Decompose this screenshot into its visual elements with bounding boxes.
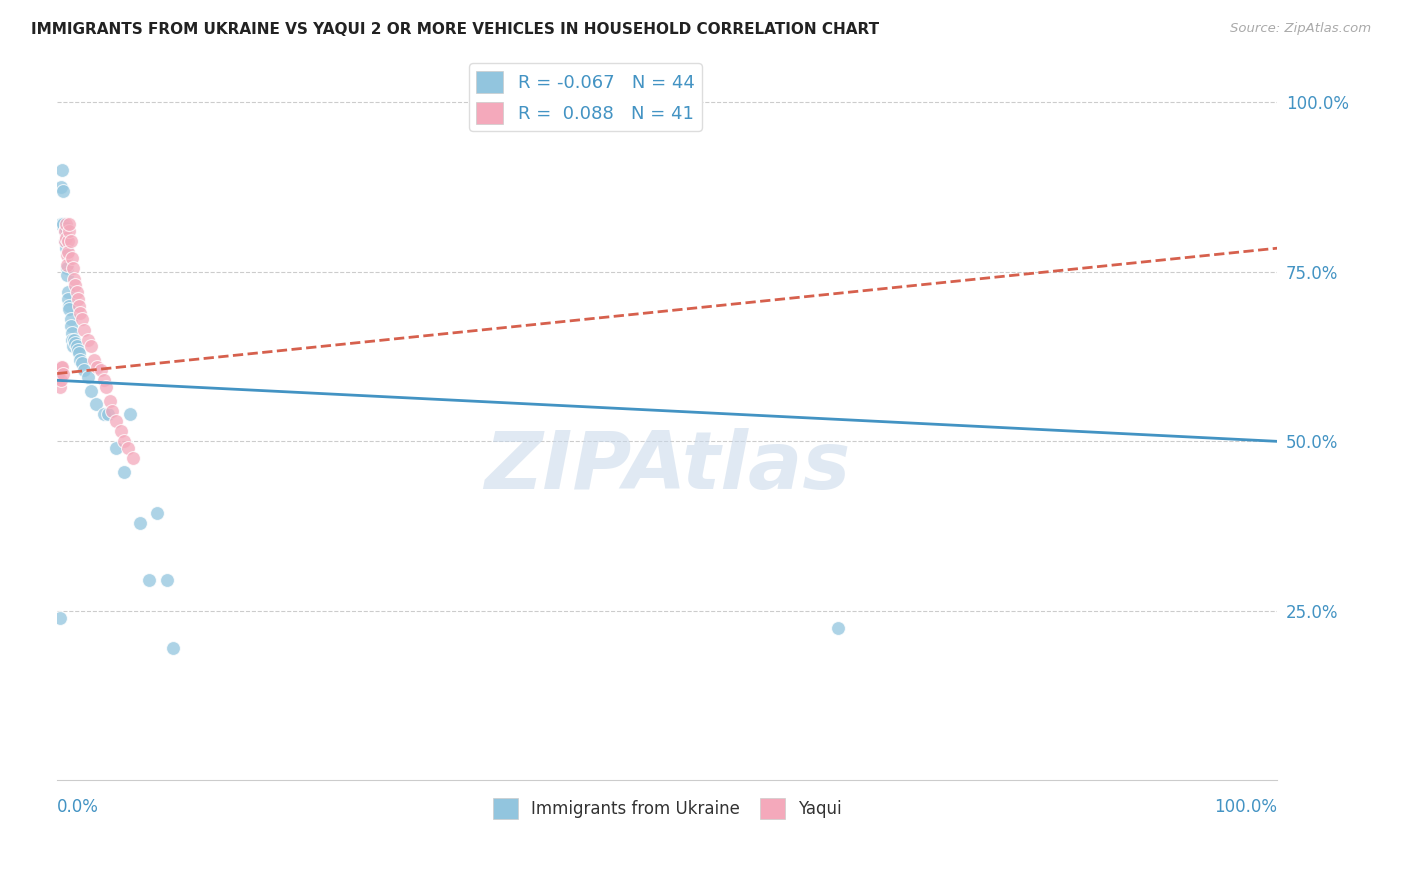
Point — [55, 231, 77, 245]
Point — [94, 380, 117, 394]
Point — [66, 292, 89, 306]
Point — [120, 407, 142, 421]
Point — [59, 235, 82, 249]
Point — [63, 271, 86, 285]
Point — [59, 319, 82, 334]
Point — [112, 465, 135, 479]
Point — [83, 353, 105, 368]
Point — [56, 285, 79, 300]
Point — [58, 224, 80, 238]
Point — [58, 302, 80, 317]
Point — [70, 356, 93, 370]
Point — [55, 241, 77, 255]
Text: Source: ZipAtlas.com: Source: ZipAtlas.com — [1230, 22, 1371, 36]
Point — [121, 451, 143, 466]
Point — [56, 244, 79, 259]
Point — [59, 312, 82, 326]
Point — [101, 404, 124, 418]
Point — [827, 621, 849, 635]
Point — [56, 292, 79, 306]
Point — [146, 506, 169, 520]
Text: IMMIGRANTS FROM UKRAINE VS YAQUI 2 OR MORE VEHICLES IN HOUSEHOLD CORRELATION CHA: IMMIGRANTS FROM UKRAINE VS YAQUI 2 OR MO… — [31, 22, 879, 37]
Point — [56, 268, 79, 283]
Point — [104, 441, 127, 455]
Point — [73, 363, 96, 377]
Point — [58, 299, 80, 313]
Point — [60, 326, 83, 340]
Point — [62, 261, 84, 276]
Point — [60, 333, 83, 347]
Point — [80, 339, 103, 353]
Legend: Immigrants from Ukraine, Yaqui: Immigrants from Ukraine, Yaqui — [486, 792, 849, 825]
Point — [65, 278, 87, 293]
Point — [138, 574, 160, 588]
Point — [49, 180, 72, 194]
Text: ZIPAtlas: ZIPAtlas — [484, 428, 851, 506]
Point — [93, 407, 115, 421]
Point — [56, 261, 79, 276]
Point — [48, 380, 70, 394]
Point — [110, 424, 132, 438]
Point — [67, 299, 90, 313]
Point — [58, 218, 80, 232]
Point — [69, 305, 91, 319]
Point — [55, 220, 77, 235]
Point — [73, 322, 96, 336]
Text: 0.0%: 0.0% — [58, 798, 98, 816]
Point — [52, 184, 75, 198]
Point — [93, 373, 115, 387]
Point — [66, 343, 89, 357]
Point — [48, 610, 70, 624]
Point — [80, 384, 103, 398]
Point — [97, 407, 120, 421]
Point — [53, 235, 76, 249]
Point — [53, 235, 76, 249]
Point — [63, 333, 86, 347]
Point — [48, 370, 70, 384]
Point — [98, 393, 121, 408]
Point — [52, 218, 75, 232]
Point — [162, 641, 184, 656]
Point — [48, 367, 70, 381]
Text: 100.0%: 100.0% — [1215, 798, 1278, 816]
Point — [69, 353, 91, 368]
Point — [56, 258, 79, 272]
Point — [56, 235, 79, 249]
Point — [52, 367, 75, 381]
Point — [129, 516, 152, 530]
Point — [49, 373, 72, 387]
Point — [67, 346, 90, 360]
Point — [65, 336, 87, 351]
Point — [76, 370, 98, 384]
Point — [56, 248, 79, 262]
Point — [53, 224, 76, 238]
Point — [60, 252, 83, 266]
Point — [51, 359, 73, 374]
Point — [49, 359, 72, 374]
Point — [86, 359, 108, 374]
Point — [84, 397, 107, 411]
Point — [117, 441, 139, 455]
Point — [66, 285, 89, 300]
Point — [90, 363, 112, 377]
Point — [66, 339, 89, 353]
Point — [62, 339, 84, 353]
Point — [156, 574, 179, 588]
Point — [70, 312, 93, 326]
Point — [104, 414, 127, 428]
Point — [49, 218, 72, 232]
Point — [76, 333, 98, 347]
Point — [53, 224, 76, 238]
Point — [51, 163, 73, 178]
Point — [55, 218, 77, 232]
Point — [112, 434, 135, 449]
